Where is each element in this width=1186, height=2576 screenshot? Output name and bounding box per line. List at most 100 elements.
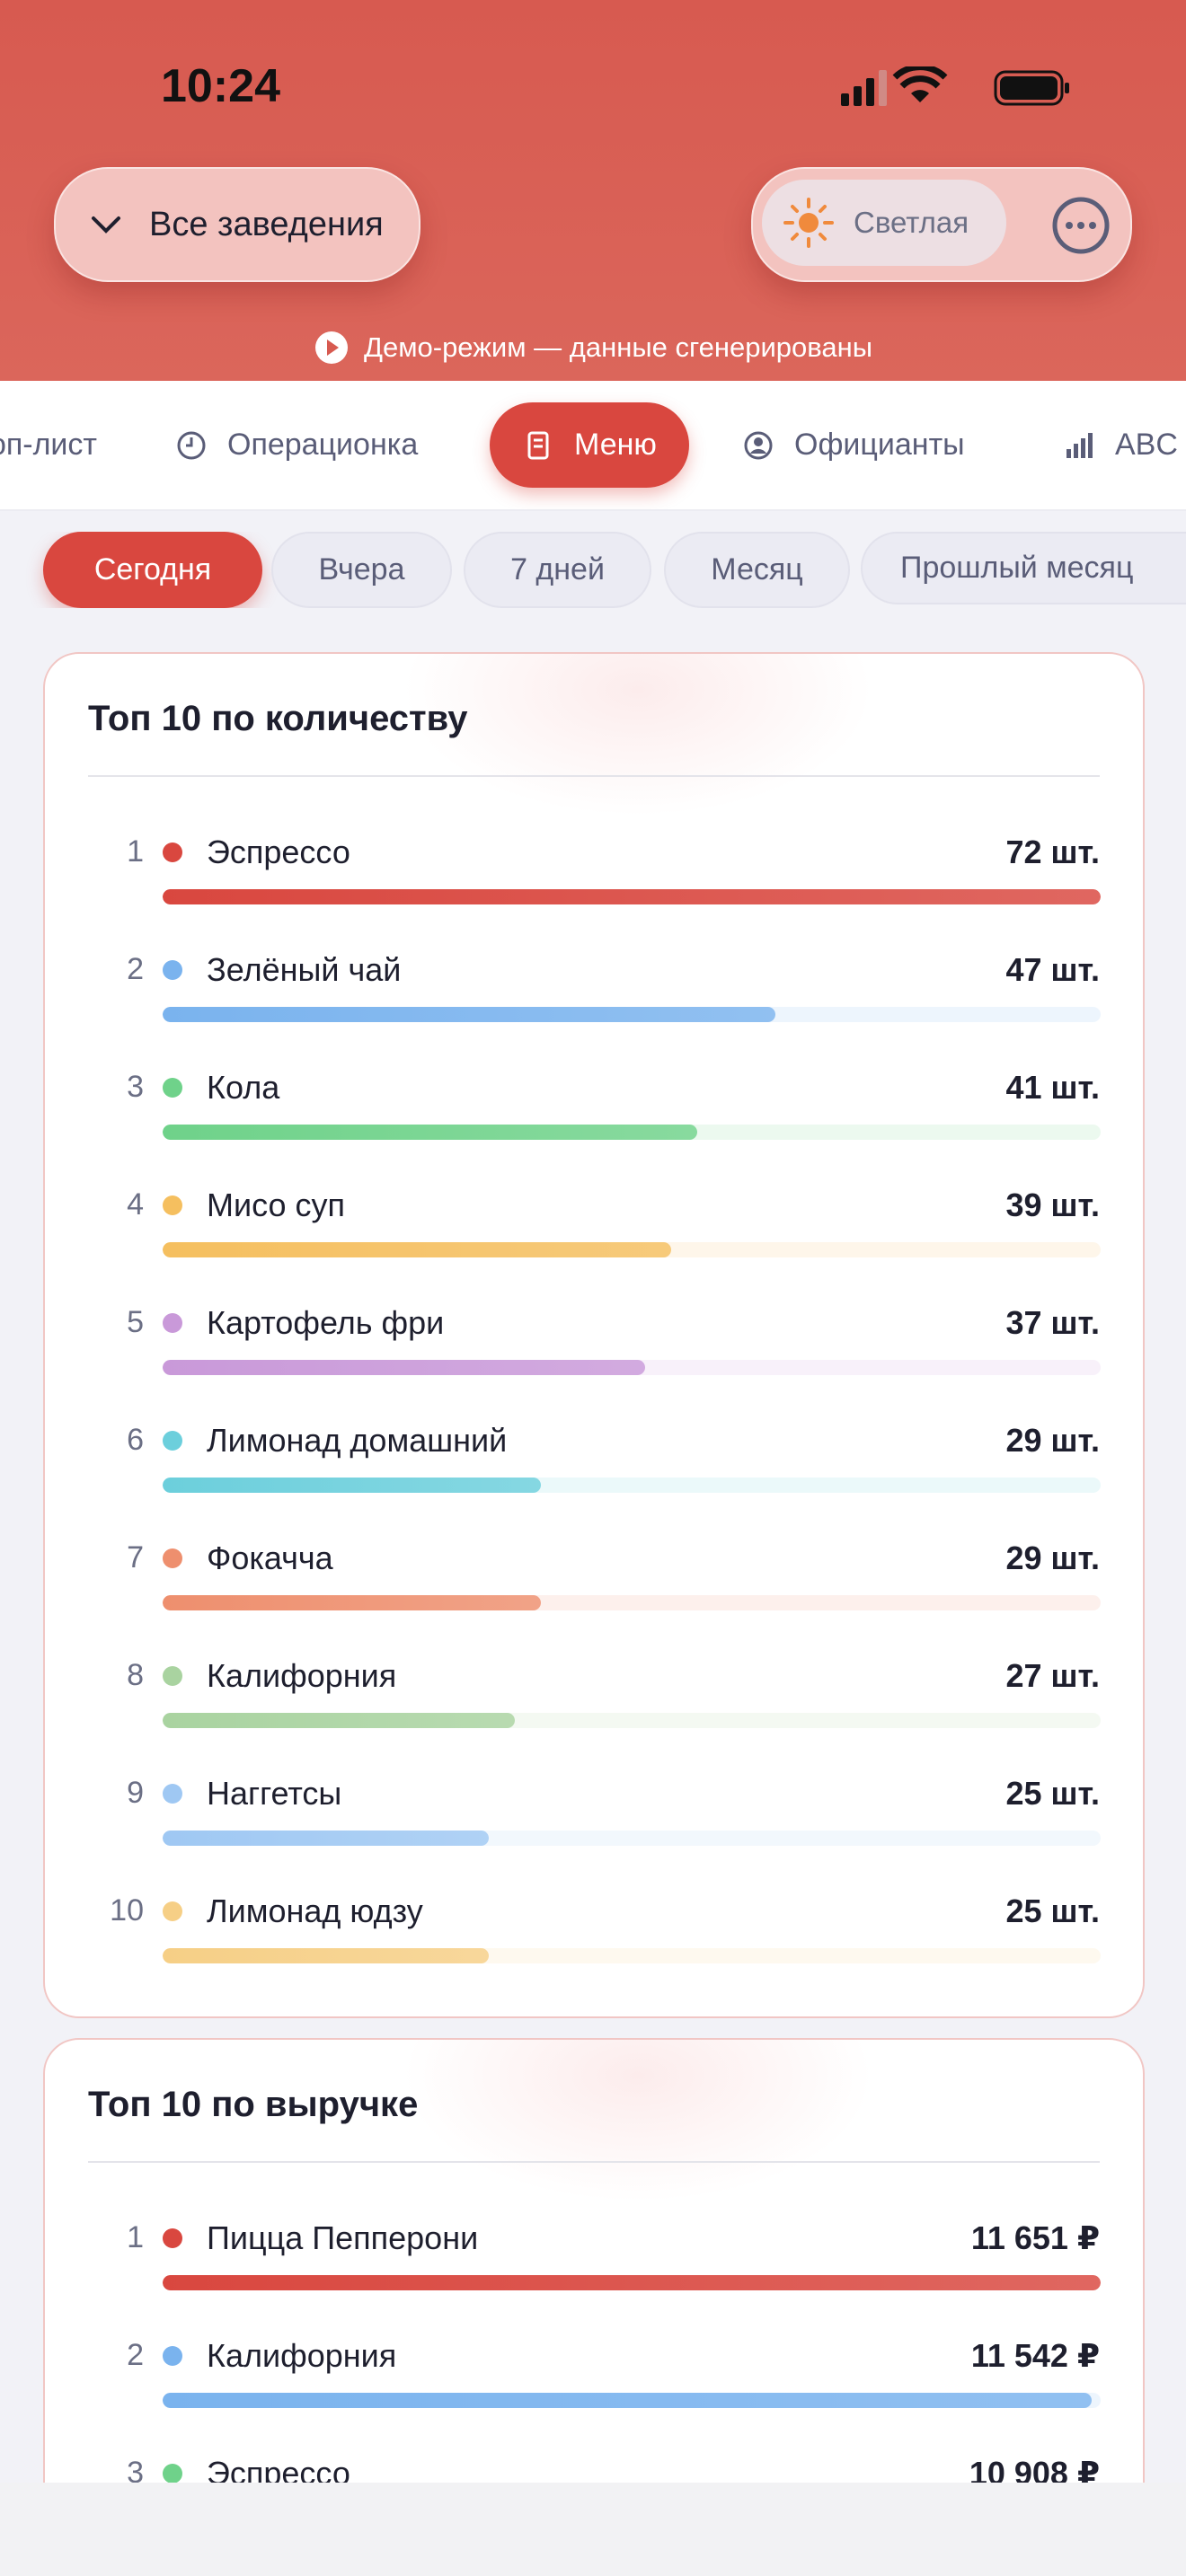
card-title: Топ 10 по выручке	[88, 2085, 419, 2124]
theme-label: Светлая	[854, 206, 969, 239]
period-chip[interactable]: Сегодня	[43, 532, 262, 608]
bar-track	[163, 1242, 1101, 1257]
bar	[163, 1007, 775, 1022]
rank: 6	[127, 1423, 144, 1457]
top-list-card: Топ 10 по выручке 1 Пицца Пепперони 11 651 …	[43, 2038, 1145, 2483]
tab-icon	[744, 431, 773, 459]
bar-track	[163, 889, 1101, 904]
tab[interactable]: ABC	[1063, 381, 1178, 509]
color-dot	[163, 2228, 182, 2248]
color-dot	[163, 1195, 182, 1215]
bar	[163, 1360, 645, 1375]
item-value: 25 шт.	[1005, 1892, 1100, 1929]
period-chip[interactable]: Прошлый месяц	[861, 532, 1186, 604]
item-name: Картофель фри	[207, 1304, 445, 1341]
bar	[163, 1595, 541, 1610]
bar-track	[163, 1831, 1101, 1846]
item-value: 37 шт.	[1005, 1304, 1100, 1341]
card-title: Топ 10 по количеству	[88, 699, 468, 738]
venue-label: Все заведения	[149, 205, 384, 243]
item-name: Фокачча	[207, 1539, 333, 1576]
more-button[interactable]	[1051, 196, 1111, 255]
color-dot	[163, 960, 182, 980]
screen: 10:24 Все заведения Светлая Демо-режим —…	[0, 0, 1186, 2483]
item-name: Пицца Пепперони	[207, 2219, 479, 2256]
tab-icon	[1067, 432, 1093, 458]
theme-bar: Светлая	[751, 167, 1132, 282]
tab[interactable]: Операционка	[175, 381, 418, 509]
color-dot	[163, 1313, 182, 1333]
tab-icon	[527, 431, 549, 459]
bar	[163, 1831, 489, 1846]
tab-label: Операционка	[227, 428, 419, 462]
period-chip[interactable]: 7 дней	[464, 532, 651, 608]
clock: 10:24	[161, 60, 280, 112]
item-value: 11 542 ₽	[970, 2337, 1100, 2374]
tab[interactable]: Стоп-лист	[0, 381, 97, 509]
bar-track	[163, 1007, 1101, 1022]
rank: 3	[127, 2456, 144, 2483]
color-dot	[163, 1784, 182, 1804]
header: 10:24 Все заведения Светлая Демо-режим —…	[0, 0, 1186, 381]
rank: 2	[127, 2338, 144, 2372]
rank: 4	[127, 1187, 144, 1222]
color-dot	[163, 1431, 182, 1451]
color-dot	[163, 1548, 182, 1568]
bar-track	[163, 1125, 1101, 1140]
period-selector: Сегодня Вчера 7 дней Месяц Прошлый месяц	[0, 532, 1186, 608]
bar-track	[163, 1948, 1101, 1963]
color-dot	[163, 842, 182, 862]
rank: 5	[127, 1305, 144, 1339]
bar-track	[163, 1360, 1101, 1375]
bar	[163, 1713, 515, 1728]
rank: 3	[127, 1070, 144, 1104]
venue-selector[interactable]: Все заведения	[54, 167, 420, 282]
item-name: Кола	[207, 1069, 280, 1106]
item-value: 25 шт.	[1005, 1775, 1100, 1812]
tab-bar: Стоп-лист Операционка Меню Официанты ABC	[0, 381, 1186, 511]
tab-label: Стоп-лист	[0, 428, 97, 462]
item-name: Мисо суп	[207, 1187, 346, 1223]
play-icon	[314, 331, 348, 364]
item-name: Калифорния	[207, 2337, 397, 2374]
theme-toggle[interactable]: Светлая	[762, 180, 1006, 266]
item-value: 27 шт.	[1005, 1657, 1100, 1694]
item-value: 29 шт.	[1005, 1422, 1100, 1459]
rank: 1	[127, 834, 144, 869]
item-value: 11 651 ₽	[970, 2219, 1100, 2256]
item-name: Калифорния	[207, 1657, 397, 1694]
tab-label: Официанты	[794, 428, 965, 462]
color-dot	[163, 1901, 182, 1921]
demo-text: Демо-режим — данные сгенерированы	[363, 331, 873, 363]
color-dot	[163, 2464, 182, 2483]
bar-track	[163, 1478, 1101, 1493]
sun-icon	[783, 198, 834, 248]
item-value: 10 908 ₽	[969, 2455, 1100, 2483]
tab[interactable]: Меню	[490, 402, 689, 488]
tab[interactable]: Официанты	[742, 381, 965, 509]
divider	[88, 2161, 1100, 2163]
tab-icon	[177, 431, 206, 459]
bar	[163, 1125, 697, 1140]
rank: 8	[127, 1658, 144, 1692]
bar	[163, 2393, 1093, 2408]
bar-track	[163, 1595, 1101, 1610]
item-value: 39 шт.	[1005, 1187, 1100, 1223]
item-name: Лимонад домашний	[207, 1422, 508, 1459]
status-icons	[841, 66, 1069, 106]
item-value: 47 шт.	[1005, 951, 1100, 988]
item-value: 41 шт.	[1005, 1069, 1100, 1106]
bar	[163, 2275, 1101, 2290]
bar-track	[163, 2393, 1101, 2408]
bar	[163, 889, 1101, 904]
rank: 9	[127, 1776, 144, 1810]
period-chip[interactable]: Месяц	[664, 532, 850, 608]
bar-track	[163, 1713, 1101, 1728]
rank: 10	[110, 1893, 144, 1928]
chevron-icon	[92, 216, 120, 234]
demo-notice: Демо-режим — данные сгенерированы	[0, 325, 1186, 370]
period-chip[interactable]: Вчера	[271, 532, 452, 608]
color-dot	[163, 2346, 182, 2366]
tab-label: ABC	[1115, 428, 1178, 462]
